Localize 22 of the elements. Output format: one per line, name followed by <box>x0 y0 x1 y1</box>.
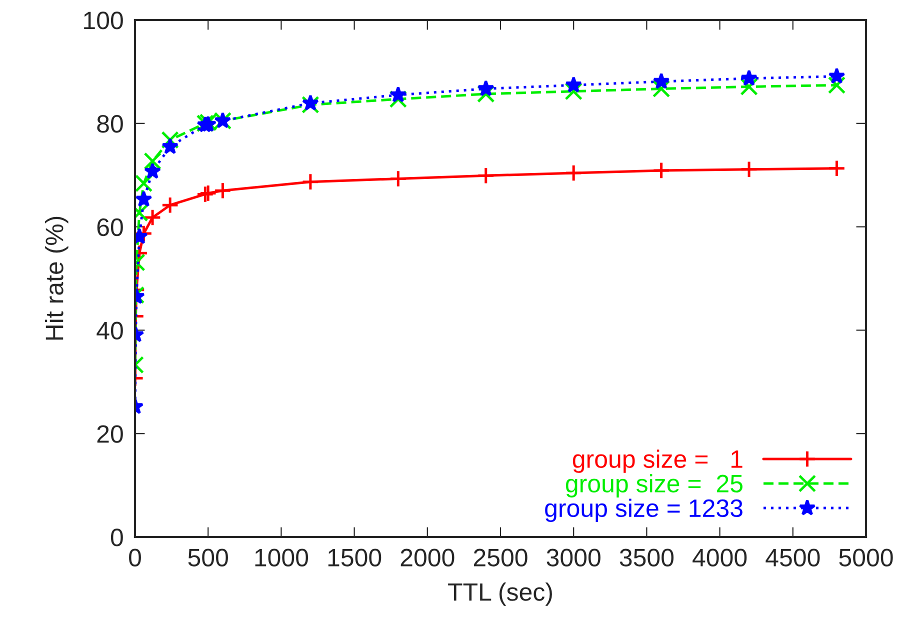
legend-label: group size = 1 <box>572 450 742 473</box>
x-tick-label: 3500 <box>620 548 674 566</box>
x-tick-label: 1500 <box>328 548 382 566</box>
x-axis-title: TTL (sec) <box>448 582 552 606</box>
x-tick-label: 3000 <box>546 548 600 566</box>
y-tick-label: 20 <box>97 425 123 443</box>
x-tick-label: 2500 <box>474 548 528 566</box>
x-tick-label: 1000 <box>255 548 308 566</box>
y-tick-label: 80 <box>97 115 123 133</box>
legend-label: group size = 1233 <box>545 498 742 522</box>
x-tick-label: 4500 <box>766 548 820 566</box>
x-tick-label: 5000 <box>839 548 893 566</box>
y-tick-label: 0 <box>110 528 123 546</box>
x-tick-label: 500 <box>188 548 228 566</box>
legend-label: group size = 25 <box>566 474 742 498</box>
x-tick-label: 0 <box>129 548 141 566</box>
y-tick-label: 100 <box>84 12 123 30</box>
x-tick-label: 2000 <box>400 548 454 566</box>
y-axis-title: Hit rate (%) <box>44 216 68 340</box>
y-tick-label: 40 <box>96 322 123 340</box>
x-tick-label: 4000 <box>692 548 747 566</box>
y-tick-label: 60 <box>97 218 123 236</box>
